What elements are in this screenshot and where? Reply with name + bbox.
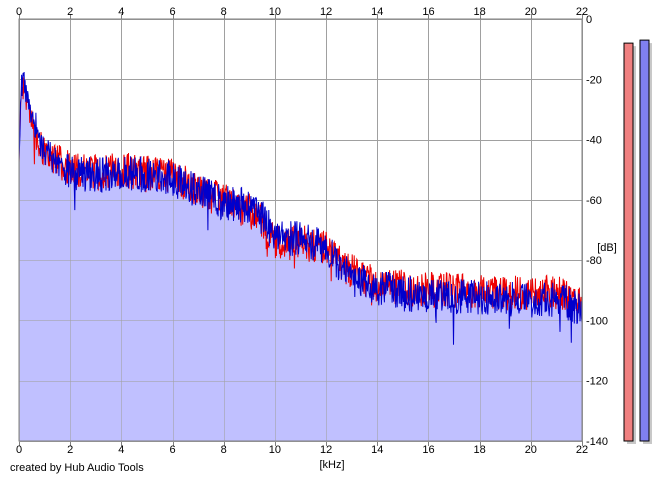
spectrum-fill-area [19, 77, 582, 442]
credit-text: created by Hub Audio Tools [10, 462, 144, 474]
y-tick-label--80: -80 [586, 255, 602, 267]
x-tick-label-bottom-20: 20 [525, 444, 537, 456]
x-tick-label-top-14: 14 [371, 6, 383, 18]
y-tick-label--100: -100 [586, 315, 608, 327]
x-tick-label-bottom-12: 12 [320, 444, 332, 456]
x-tick-label-top-20: 20 [525, 6, 537, 18]
x-tick-label-top-18: 18 [474, 6, 486, 18]
x-tick-label-bottom-6: 6 [169, 444, 175, 456]
x-tick-label-top-12: 12 [320, 6, 332, 18]
y-tick-label--40: -40 [586, 135, 602, 147]
y-tick-label--120: -120 [586, 376, 608, 388]
x-tick-label-bottom-18: 18 [474, 444, 486, 456]
series-line-channel-b [18, 71, 583, 345]
y-tick-label-0: 0 [586, 14, 592, 26]
x-tick-label-bottom-22: 22 [576, 444, 588, 456]
level-meters [623, 39, 652, 444]
plot-frame [18, 18, 583, 442]
y-axis-tick-labels: 0 -20 -40 -60 -80 -100 -120 -140 [586, 14, 608, 448]
x-tick-label-bottom-8: 8 [221, 444, 227, 456]
x-tick-label-top-0: 0 [16, 6, 22, 18]
x-tick-label-top-16: 16 [422, 6, 434, 18]
x-tick-label-bottom-4: 4 [118, 444, 124, 456]
x-tick-label-bottom-16: 16 [422, 444, 434, 456]
x-tick-label-top-8: 8 [221, 6, 227, 18]
x-tick-label-top-6: 6 [169, 6, 175, 18]
y-tick-label--60: -60 [586, 195, 602, 207]
x-tick-label-top-22: 22 [576, 6, 588, 18]
level-meter-bar-0 [623, 42, 634, 442]
x-tick-label-bottom-10: 10 [269, 444, 281, 456]
y-axis-label: [dB] [597, 242, 617, 254]
x-tick-label-bottom-2: 2 [67, 444, 73, 456]
x-tick-label-top-2: 2 [67, 6, 73, 18]
x-axis-label: [kHz] [319, 459, 344, 471]
x-tick-label-top-4: 4 [118, 6, 124, 18]
x-tick-label-top-10: 10 [269, 6, 281, 18]
x-tick-label-bottom-0: 0 [16, 444, 22, 456]
y-tick-label--20: -20 [586, 74, 602, 86]
y-tick-label--140: -140 [586, 436, 608, 448]
level-meter-bar-1 [639, 39, 650, 442]
x-tick-label-bottom-14: 14 [371, 444, 383, 456]
